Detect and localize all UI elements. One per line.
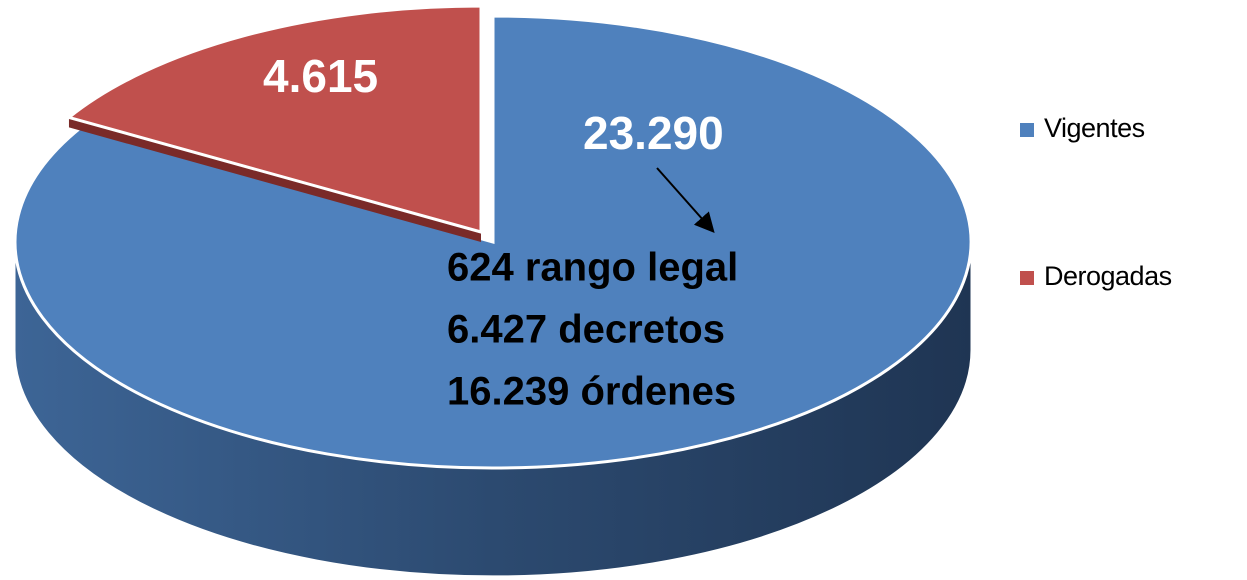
legend: Vigentes Derogadas xyxy=(1020,113,1172,291)
pie xyxy=(13,4,973,577)
value-label: 4.615 xyxy=(263,50,378,102)
value-label: 23.290 xyxy=(583,107,724,159)
annotation: 16.239 órdenes xyxy=(447,370,736,414)
legend-swatch xyxy=(1020,271,1034,285)
legend-label: Vigentes xyxy=(1044,113,1145,143)
slice xyxy=(13,14,973,470)
annotation: 624 rango legal xyxy=(447,246,738,290)
labels: 23.290 4.615 624 rango legal 6.427 decretos… xyxy=(263,50,738,413)
legend-swatch xyxy=(1020,123,1034,137)
slice-group xyxy=(13,14,973,470)
slice-edge xyxy=(68,117,481,242)
annotation: 6.427 decretos xyxy=(447,308,725,352)
legend-label: Derogadas xyxy=(1044,261,1172,291)
slice xyxy=(65,4,483,234)
arrow xyxy=(656,167,715,233)
slice-group xyxy=(65,4,483,242)
